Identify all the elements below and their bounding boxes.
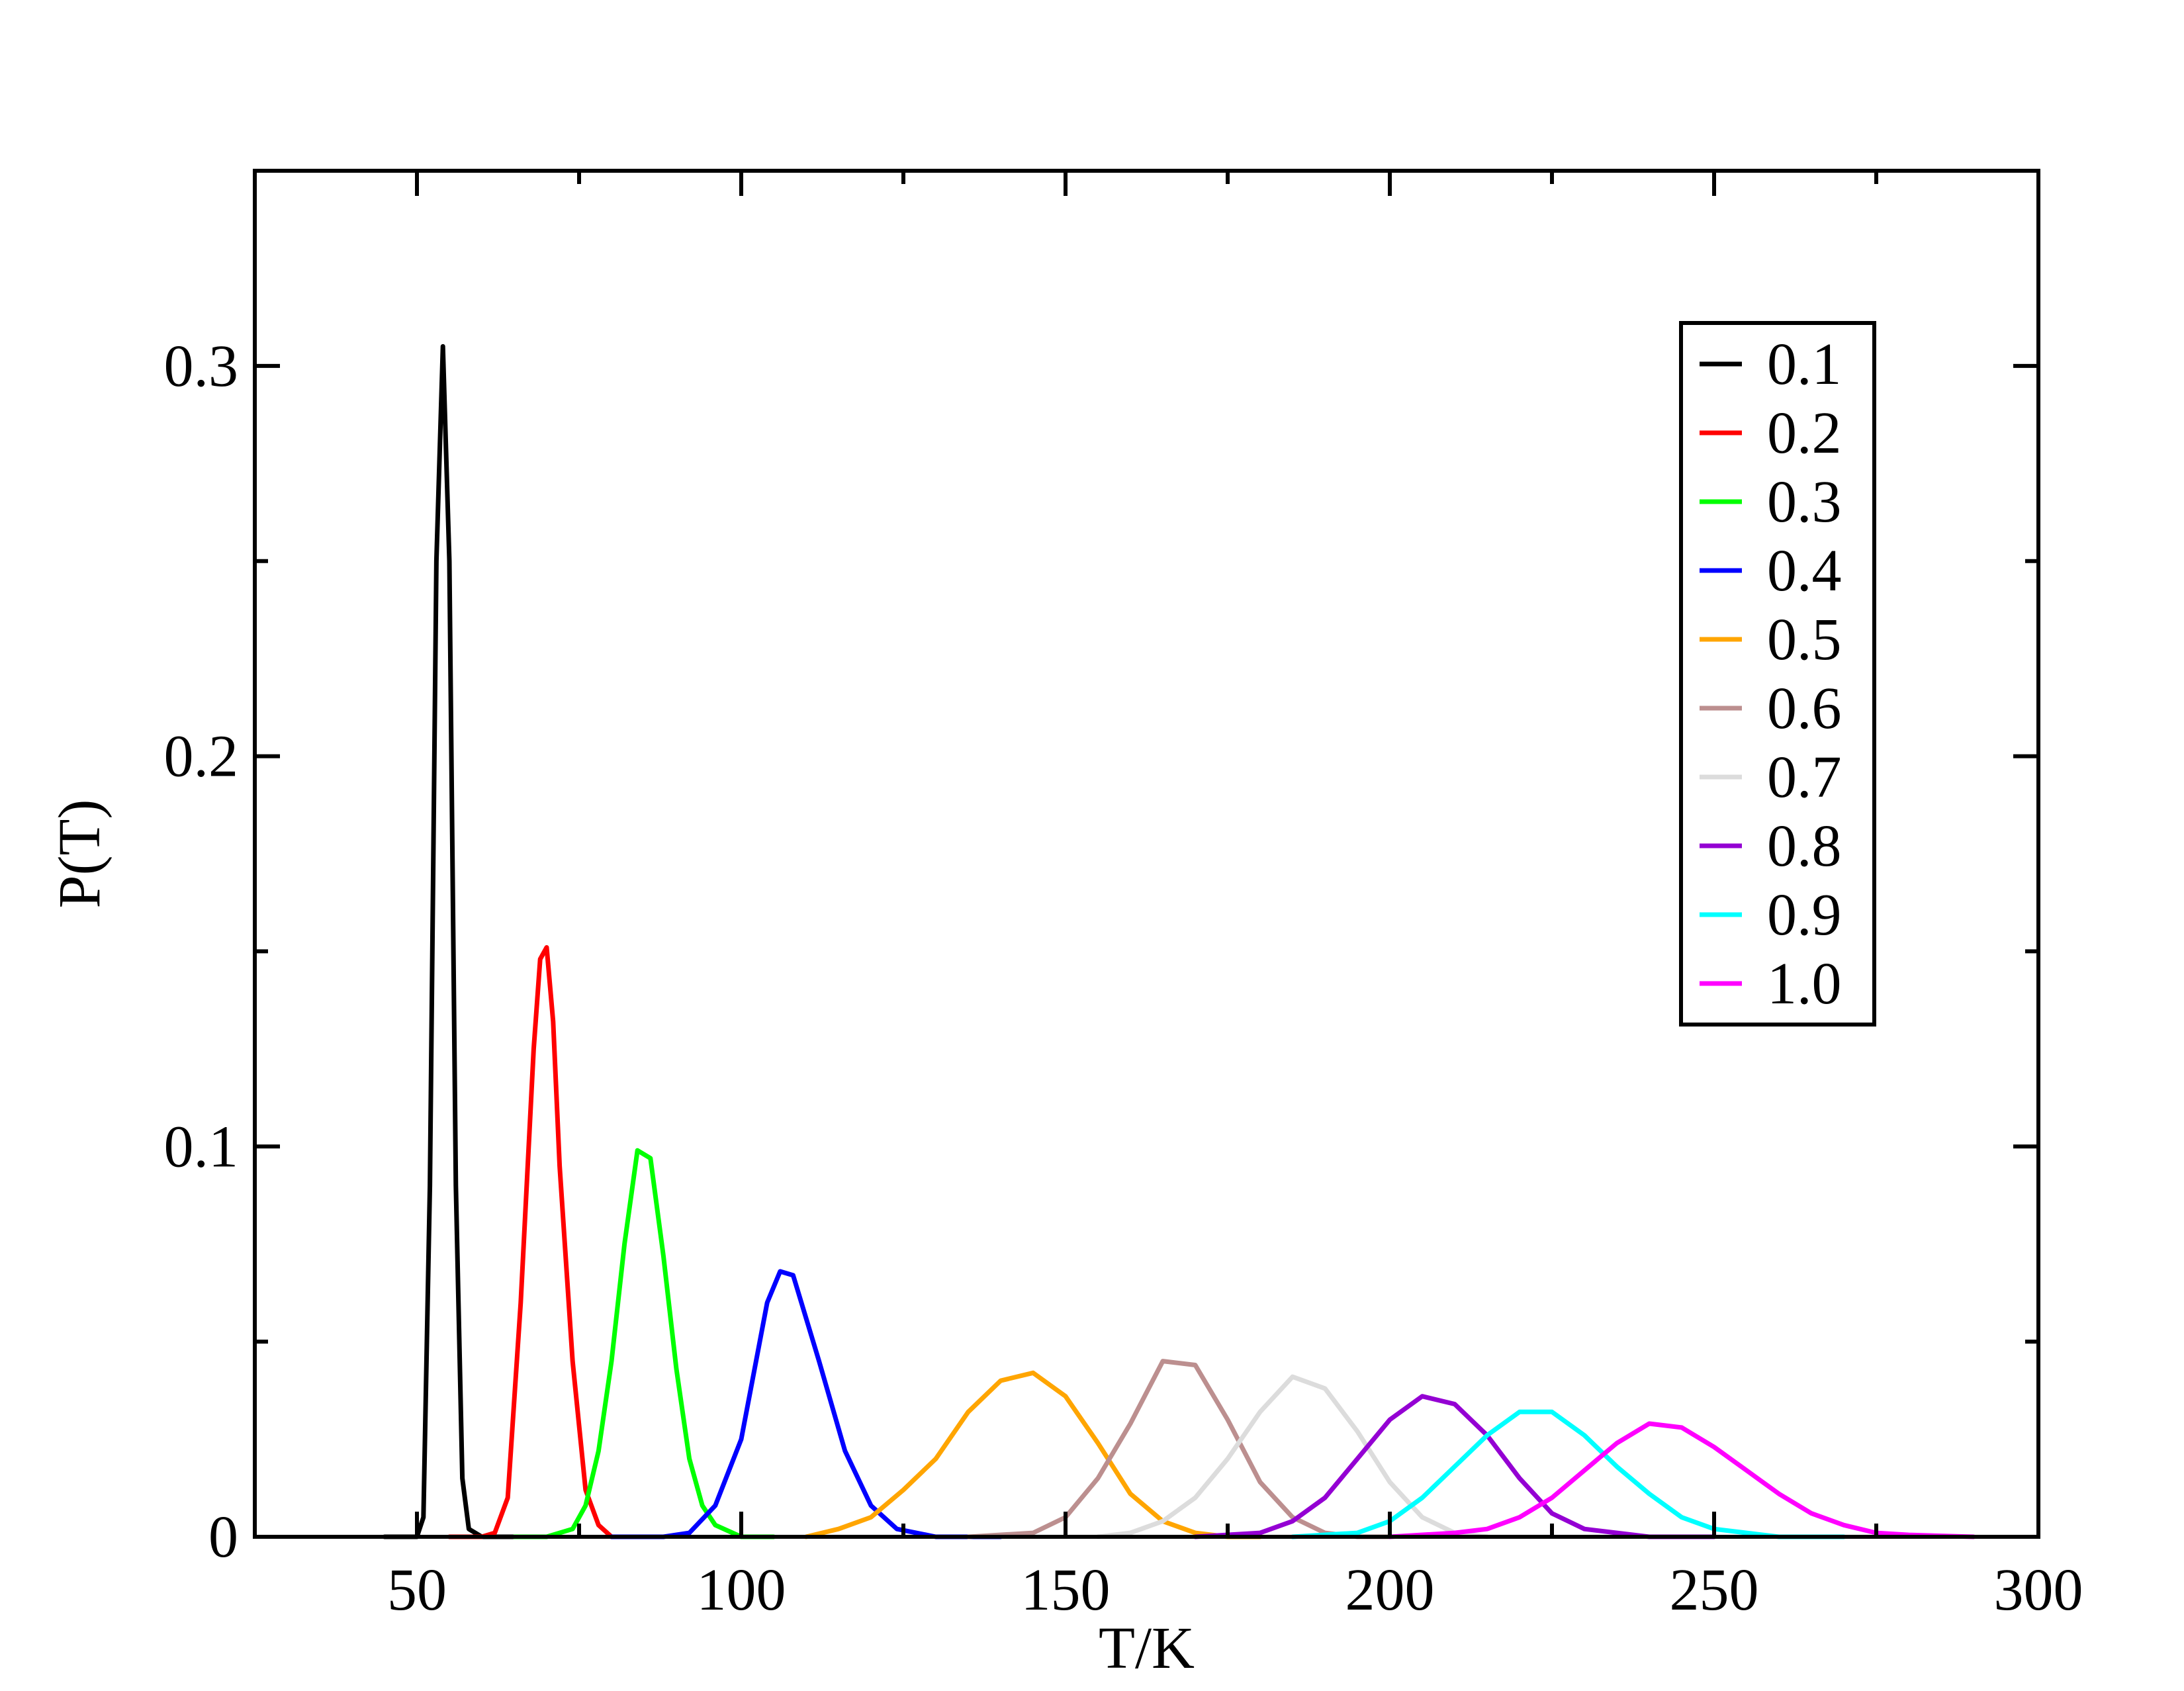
plot-area-frame	[253, 169, 2040, 1539]
x-tick-label: 250	[1670, 1557, 1759, 1623]
legend-label-0.8: 0.8	[1767, 813, 1842, 879]
x-tick-label: 150	[1021, 1557, 1111, 1623]
legend-label-0.7: 0.7	[1767, 745, 1842, 810]
series-line-1.0	[1387, 1421, 1976, 1539]
series-line-0.7	[1095, 1374, 1490, 1539]
x-tick-label: 50	[387, 1557, 447, 1623]
y-axis-title: P(T)	[47, 800, 113, 909]
x-axis-title: T/K	[1099, 1616, 1195, 1681]
legend-label-0.4: 0.4	[1767, 538, 1842, 604]
legend-label-0.9: 0.9	[1767, 882, 1842, 948]
series-line-0.8	[1193, 1394, 1717, 1539]
series-line-0.4	[609, 1269, 1003, 1539]
legend-label-0.5: 0.5	[1767, 607, 1842, 672]
x-tick-label: 200	[1345, 1557, 1435, 1623]
x-tick-label: 300	[1994, 1557, 2083, 1623]
legend-label-1.0: 1.0	[1767, 951, 1842, 1017]
legend-label-0.1: 0.1	[1767, 332, 1842, 397]
series-line-0.1	[382, 343, 517, 1539]
legend-box	[1679, 321, 1876, 1027]
y-tick-label: 0.2	[164, 724, 239, 790]
legend-label-0.3: 0.3	[1767, 469, 1842, 535]
legend: 0.10.20.30.40.50.60.70.80.91.0	[1679, 321, 1876, 1027]
axis-ticks	[255, 171, 2040, 1539]
series-line-0.2	[447, 945, 647, 1539]
series-line-0.3	[512, 1148, 776, 1539]
y-tick-label: 0.3	[164, 334, 239, 399]
series-line-0.9	[1290, 1409, 1846, 1539]
legend-label-0.6: 0.6	[1767, 676, 1842, 741]
x-tick-label: 100	[697, 1557, 786, 1623]
y-tick-label: 0.1	[164, 1114, 239, 1179]
y-tick-label: 0	[208, 1504, 238, 1570]
series-line-0.5	[803, 1370, 1263, 1539]
legend-label-0.2: 0.2	[1767, 400, 1842, 466]
